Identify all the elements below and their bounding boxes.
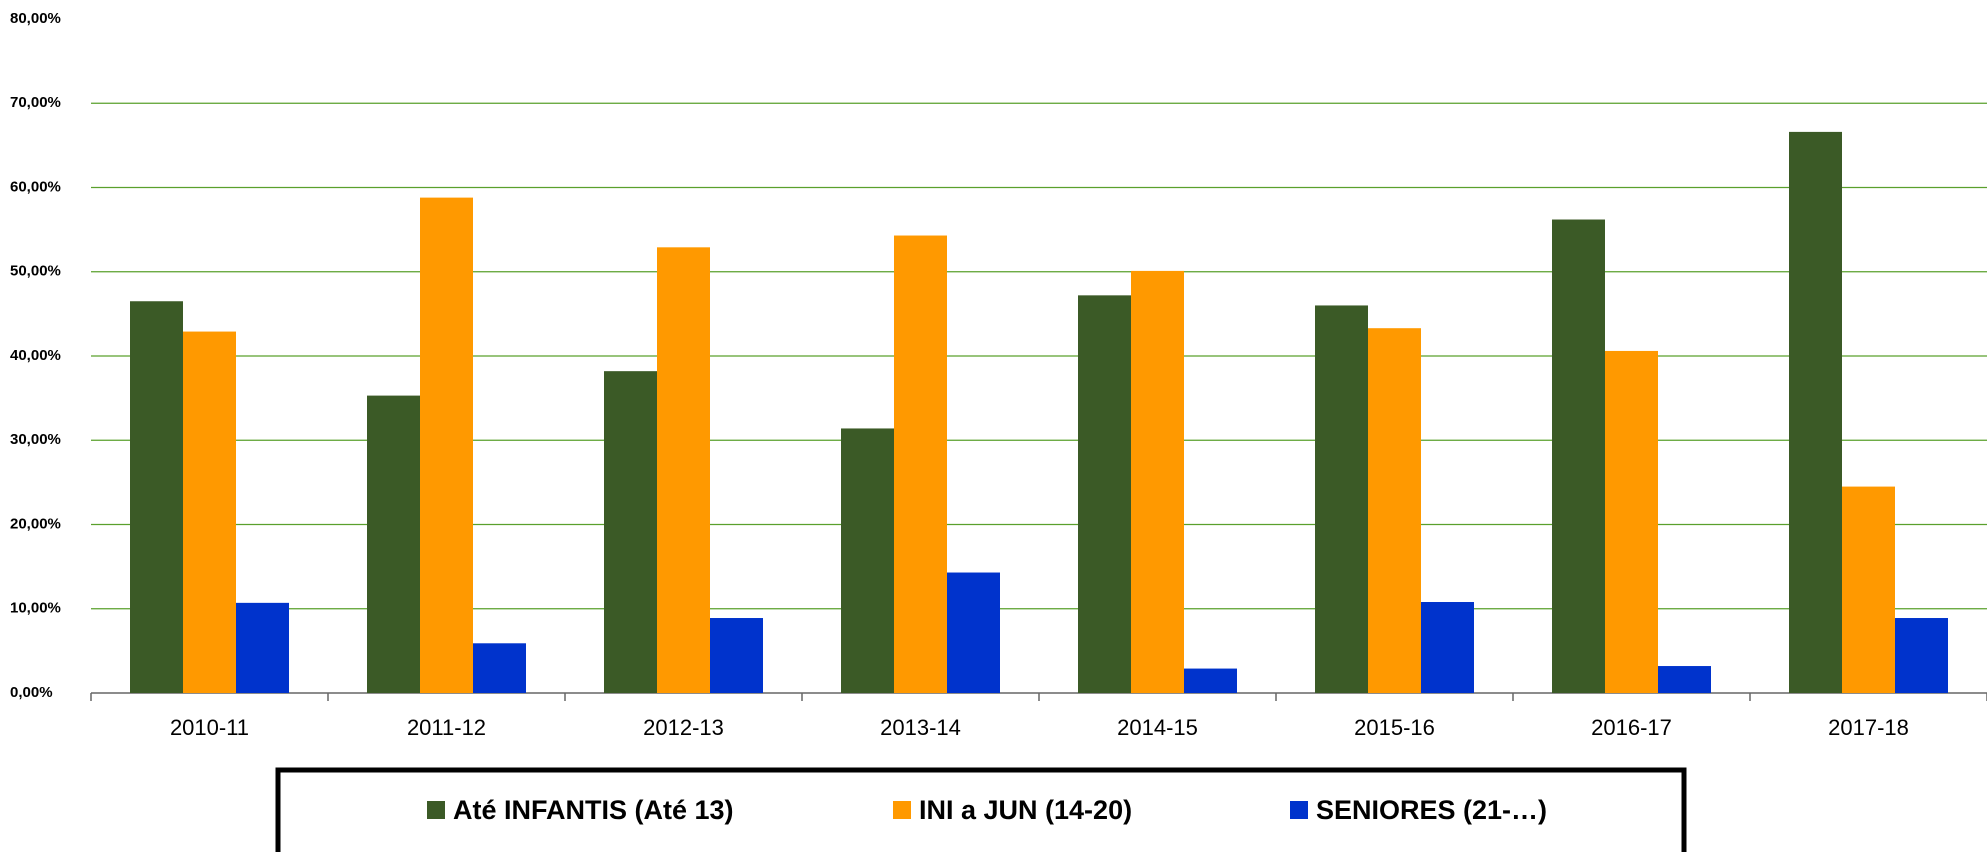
y-tick-label: 80,00% [10,10,61,27]
x-tick-label: 2014-15 [1117,715,1198,740]
bar [1131,270,1184,693]
bar [894,235,947,693]
bar [1605,350,1658,693]
bar [473,643,526,693]
bar [710,618,763,693]
bar [1842,486,1895,693]
bar [1078,295,1131,693]
x-tick-label: 2017-18 [1828,715,1909,740]
bar [1184,668,1237,693]
bar [604,371,657,693]
legend-box [275,767,1687,857]
bar [1421,602,1474,693]
bar [1368,328,1421,693]
y-tick-label: 50,00% [10,263,61,280]
bar [841,428,894,693]
x-tick-label: 2012-13 [643,715,724,740]
bar [420,197,473,694]
legend-swatch [427,801,445,819]
bar [130,301,183,693]
bar [1789,131,1842,693]
legend-swatch [893,801,911,819]
x-tick-label: 2013-14 [880,715,961,740]
y-tick-label: 10,00% [10,600,61,617]
legend-label: INI a JUN (14-20) [919,795,1132,825]
y-tick-label: 0,00% [10,684,53,701]
bar [367,395,420,693]
bar [1552,219,1605,693]
x-tick-label: 2016-17 [1591,715,1672,740]
x-tick-label: 2015-16 [1354,715,1435,740]
bar [1895,618,1948,693]
x-tick-label: 2011-12 [407,715,486,740]
y-tick-label: 40,00% [10,347,61,364]
bar [947,572,1000,693]
y-tick-label: 70,00% [10,94,61,111]
legend-swatch [1290,801,1308,819]
bar [1315,305,1368,693]
x-tick-label: 2010-11 [170,715,249,740]
legend-label: SENIORES (21-…) [1316,795,1547,825]
y-tick-label: 30,00% [10,431,61,448]
bar [236,602,289,693]
y-tick-label: 20,00% [10,515,61,532]
bar [183,331,236,693]
y-tick-label: 60,00% [10,178,61,195]
bar [657,247,710,693]
bar [1658,666,1711,693]
legend-label: Até INFANTIS (Até 13) [453,795,734,825]
